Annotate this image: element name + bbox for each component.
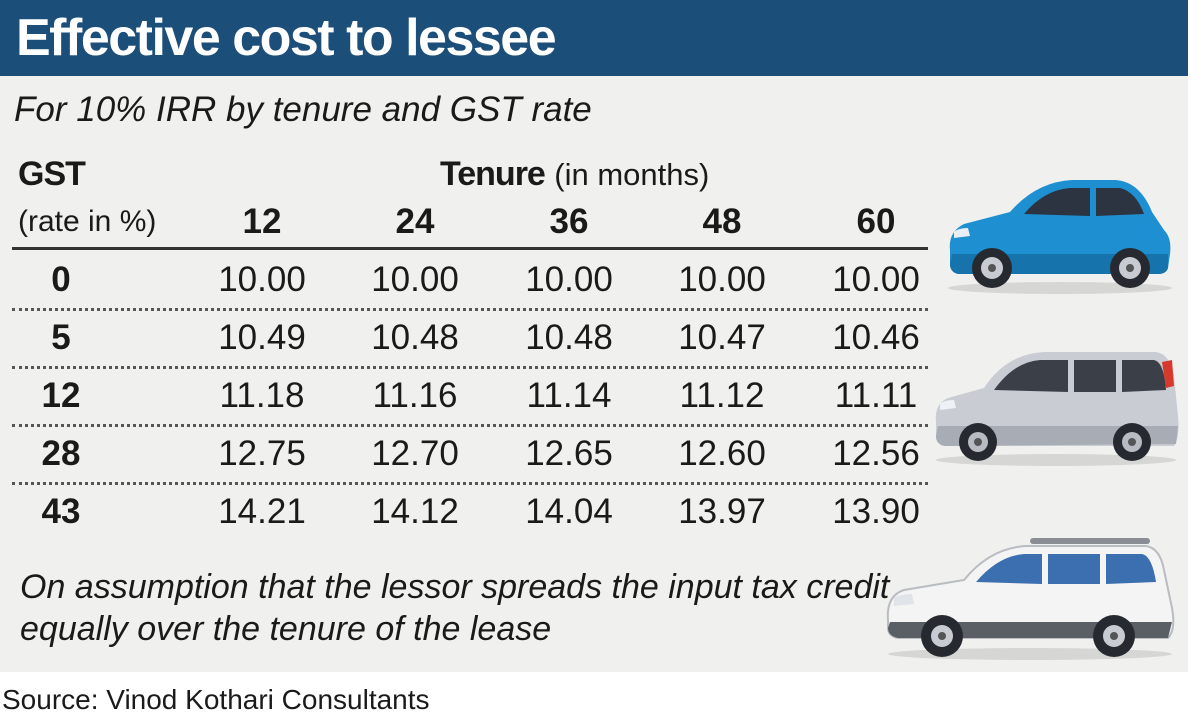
column-header: 12: [242, 202, 282, 241]
value-cell: 10.47: [678, 318, 766, 357]
value-cell: 13.97: [678, 492, 766, 531]
value-cell: 12.60: [678, 434, 766, 473]
column-header: 36: [549, 202, 589, 241]
gst-rate-cell: 12: [41, 376, 81, 415]
column-group-header: Tenure (in months): [440, 154, 709, 195]
title-bar: Effective cost to lessee: [0, 0, 1188, 76]
table-row: 0 10.00 10.00 10.00 10.00 10.00: [12, 247, 928, 311]
value-cell: 10.46: [832, 318, 920, 357]
value-cell: 12.70: [371, 434, 459, 473]
value-cell: 11.18: [219, 376, 305, 415]
value-cell: 14.04: [525, 492, 613, 531]
table-row: 28 12.75 12.70 12.65 12.60 12.56: [12, 424, 928, 485]
column-header: 60: [856, 202, 896, 241]
value-cell: 10.00: [218, 260, 306, 299]
value-cell: 12.56: [832, 434, 920, 473]
source-credit: Source: Vinod Kothari Consultants: [2, 684, 430, 715]
column-header: 48: [702, 202, 742, 241]
value-cell: 10.00: [525, 260, 613, 299]
column-header: 24: [395, 202, 435, 241]
gst-rate-cell: 0: [51, 260, 71, 299]
value-cell: 10.49: [218, 318, 306, 357]
row-header-subtitle: (rate in %): [18, 205, 157, 238]
gst-rate-cell: 5: [51, 318, 71, 357]
subtitle: For 10% IRR by tenure and GST rate: [14, 90, 592, 129]
gst-rate-cell: 28: [41, 434, 81, 473]
value-cell: 10.48: [371, 318, 459, 357]
value-cell: 12.65: [525, 434, 613, 473]
value-cell: 11.11: [834, 376, 918, 415]
value-cell: 10.00: [832, 260, 920, 299]
silver-minivan-car-icon: [935, 352, 1179, 466]
table-row: 12 11.18 11.16 11.14 11.12 11.11: [12, 366, 928, 427]
blue-hatchback-car-icon: [948, 180, 1172, 294]
value-cell: 13.90: [832, 492, 920, 531]
tenure-unit: (in months): [554, 157, 710, 192]
table-row: 5 10.49 10.48 10.48 10.47 10.46: [12, 308, 928, 369]
white-suv-car-icon: [886, 538, 1175, 660]
value-cell: 12.75: [218, 434, 306, 473]
table-row: 43 14.21 14.12 14.04 13.97 13.90: [12, 482, 928, 540]
value-cell: 10.00: [371, 260, 459, 299]
value-cell: 10.00: [678, 260, 766, 299]
gst-rate-cell: 43: [41, 492, 81, 531]
page-title: Effective cost to lessee: [16, 9, 557, 67]
row-header-title: GST: [18, 155, 86, 193]
value-cell: 10.48: [525, 318, 613, 357]
value-cell: 11.16: [372, 376, 458, 415]
infographic-card: Effective cost to lessee For 10% IRR by …: [0, 0, 1188, 672]
footnote: On assumption that the lessor spreads th…: [20, 568, 890, 648]
value-cell: 14.12: [371, 492, 459, 531]
value-cell: 14.21: [218, 492, 306, 531]
value-cell: 11.14: [526, 376, 612, 415]
value-cell: 11.12: [679, 376, 765, 415]
tenure-label: Tenure: [440, 155, 546, 193]
